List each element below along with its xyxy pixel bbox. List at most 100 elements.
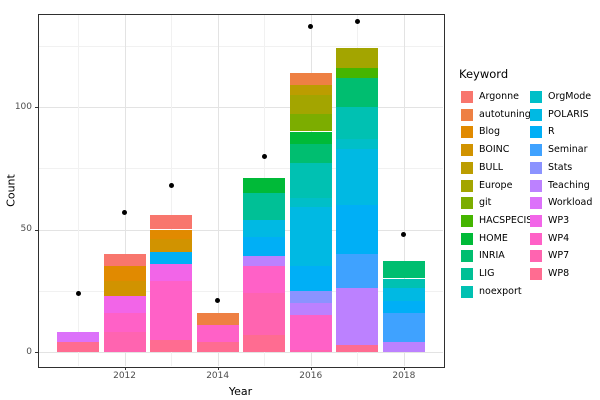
bar-segment-WP8-2017	[336, 344, 379, 352]
minor-gridline-y-25	[39, 290, 443, 292]
legend-label-WP4: WP4	[548, 232, 570, 244]
x-tick-2012	[124, 367, 126, 370]
bar-segment-HACSPECIS-2017	[336, 67, 379, 78]
bar-segment-Argonne-2013	[150, 214, 193, 230]
bar-segment-R-2015	[243, 236, 286, 257]
legend-label-noexport: noexport	[479, 285, 522, 297]
bar-segment-Seminar-2018	[382, 312, 425, 343]
bar-segment-Workload-2011	[57, 332, 99, 343]
major-gridline-x-2018	[403, 15, 405, 366]
legend-label-INRIA: INRIA	[479, 250, 505, 262]
bar-segment-WP3-2012	[103, 295, 146, 313]
legend-swatch-Seminar	[530, 144, 542, 157]
bar-segment-WP8-2014	[196, 342, 239, 352]
x-tick-label-2012: 2012	[113, 371, 136, 381]
legend-swatch-Stats	[530, 161, 542, 174]
data-point-2015	[261, 153, 267, 159]
legend-swatch-Teaching	[530, 179, 542, 192]
x-tick-2018	[403, 367, 405, 370]
bar-segment-R-2013	[150, 251, 193, 264]
legend-label-Argonne: Argonne	[479, 91, 519, 102]
legend-label-WP8: WP8	[548, 268, 570, 279]
major-gridline-x-2014	[217, 15, 219, 366]
bar-segment-noexport-2018	[382, 278, 425, 289]
bar-segment-noexport-2016	[289, 163, 332, 198]
bar-segment-WP8-2015	[243, 334, 286, 352]
legend-label-HOME: HOME	[479, 232, 508, 244]
y-tick-label-100: 100	[14, 101, 32, 112]
bar-segment-Blog-2013	[150, 229, 193, 240]
legend-swatch-WP4	[530, 232, 542, 245]
legend-label-Workload: Workload	[548, 197, 593, 209]
y-tick-label-0: 0	[26, 346, 32, 357]
legend-label-BOINC: BOINC	[479, 144, 510, 156]
bar-segment-OrgMode-2017	[336, 138, 379, 149]
major-gridline-y-50	[39, 229, 443, 231]
bar-segment-POLARIS-2018	[382, 288, 425, 301]
data-point-2014	[215, 298, 221, 304]
legend-swatch-noexport	[461, 285, 473, 298]
major-gridline-y-100	[39, 107, 443, 108]
x-axis-title: Year	[228, 385, 253, 398]
legend-title: Keyword	[459, 67, 509, 81]
bar-segment-WP4-2016	[289, 315, 332, 350]
bar-segment-BOINC-2012	[103, 280, 146, 296]
bar-segment-WP7-2015	[243, 293, 286, 335]
legend-swatch-WP3	[530, 214, 542, 227]
bar-segment-R-2017	[336, 205, 379, 254]
y-tick-50	[35, 229, 38, 231]
x-tick-2016	[310, 367, 312, 370]
legend-label-OrgMode: OrgMode	[548, 91, 592, 102]
data-point-2013	[168, 182, 174, 188]
bar-segment-autotuning-2016	[289, 72, 332, 85]
bar-segment-HOME-2015	[243, 178, 286, 193]
bar-segment-WP8-2011	[57, 342, 99, 352]
minor-gridline-x-2011	[78, 15, 79, 366]
legend-label-LIG: LIG	[479, 268, 495, 279]
bar-segment-R-2018	[382, 300, 425, 313]
bar-segment-git-2016	[289, 114, 332, 132]
minor-gridline-y-75	[39, 168, 443, 170]
bar-segment-autotuning-2014	[196, 312, 239, 326]
data-point-2011	[75, 290, 81, 296]
legend-label-R: R	[548, 126, 555, 138]
legend-swatch-OrgMode	[530, 91, 542, 103]
bar-segment-INRIA-2016	[289, 143, 332, 164]
legend-label-POLARIS: POLARIS	[548, 108, 589, 120]
legend-swatch-LIG	[461, 268, 473, 280]
bar-segment-Stats-2016	[289, 290, 332, 303]
legend-label-HACSPECIS: HACSPECIS	[479, 214, 533, 226]
bar-segment-Teaching-2015	[243, 256, 286, 267]
bar-segment-WP7-2012	[103, 332, 146, 352]
bar-segment-Argonne-2012	[103, 254, 146, 267]
y-tick-0	[35, 352, 38, 353]
bar-segment-Blog-2012	[103, 266, 146, 281]
legend-swatch-BOINC	[461, 144, 473, 157]
legend-swatch-HACSPECIS	[461, 214, 473, 227]
x-tick-label-2014: 2014	[206, 371, 230, 381]
legend-swatch-WP7	[530, 250, 542, 263]
minor-gridline-y-125	[39, 45, 443, 47]
bar-segment-WP4-2015	[243, 266, 286, 294]
bar-segment-LIG-2015	[243, 192, 286, 220]
bar-segment-R-2016	[289, 266, 332, 291]
legend-swatch-POLARIS	[530, 108, 542, 121]
bar-segment-WP4-2014	[196, 325, 239, 343]
legend-swatch-Argonne	[461, 91, 473, 103]
bar-segment-POLARIS-2016	[289, 207, 332, 267]
legend-swatch-BULL	[461, 161, 473, 174]
legend-swatch-HOME	[461, 232, 473, 245]
legend-label-git: git	[479, 197, 492, 209]
legend-label-Seminar: Seminar	[548, 144, 588, 156]
legend-swatch-R	[530, 126, 542, 139]
bar-segment-BOINC-2013	[150, 239, 193, 252]
x-tick-label-2018: 2018	[392, 371, 416, 381]
legend-swatch-autotuning	[461, 108, 473, 121]
legend-label-Blog: Blog	[479, 126, 500, 138]
bar-segment-WP3-2013	[150, 263, 193, 281]
bar-segment-Teaching-2017	[336, 288, 379, 345]
legend-label-Europe: Europe	[479, 179, 513, 191]
bar-segment-BULL-2016	[289, 84, 332, 95]
legend-label-WP7: WP7	[548, 250, 570, 262]
